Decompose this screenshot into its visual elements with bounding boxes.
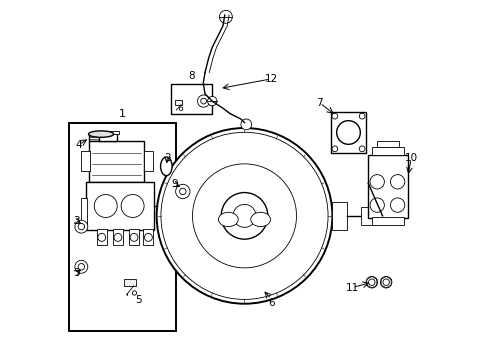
Ellipse shape	[160, 157, 172, 176]
Bar	[371, 217, 403, 225]
Circle shape	[331, 146, 337, 152]
Bar	[113, 229, 122, 244]
Bar	[174, 100, 182, 105]
Text: 8: 8	[188, 71, 195, 81]
Circle shape	[98, 233, 105, 241]
Circle shape	[197, 95, 209, 107]
Circle shape	[368, 279, 374, 285]
Circle shape	[380, 276, 391, 288]
Bar	[171, 84, 212, 114]
Text: 4: 4	[75, 140, 82, 150]
Text: 1: 1	[119, 109, 126, 119]
Circle shape	[382, 279, 388, 285]
Circle shape	[121, 194, 144, 217]
Text: 6: 6	[267, 298, 274, 308]
Circle shape	[78, 264, 84, 270]
Circle shape	[389, 175, 404, 189]
Text: 9: 9	[171, 179, 178, 189]
Circle shape	[219, 10, 232, 23]
Circle shape	[75, 260, 88, 273]
Circle shape	[241, 119, 251, 130]
Circle shape	[201, 98, 206, 104]
Circle shape	[132, 291, 136, 295]
Bar	[88, 134, 113, 141]
Circle shape	[179, 188, 185, 195]
Circle shape	[78, 224, 84, 230]
Circle shape	[161, 132, 327, 300]
Circle shape	[130, 233, 138, 241]
Circle shape	[359, 113, 364, 119]
Ellipse shape	[88, 131, 113, 137]
Bar	[332, 202, 346, 230]
Text: 10: 10	[404, 153, 417, 163]
Circle shape	[207, 96, 217, 106]
Bar	[124, 279, 136, 286]
Bar	[69, 123, 176, 330]
Circle shape	[366, 276, 377, 288]
Circle shape	[114, 233, 122, 241]
Ellipse shape	[218, 212, 238, 226]
Bar	[81, 151, 89, 171]
Circle shape	[156, 128, 332, 304]
Circle shape	[336, 121, 360, 144]
Circle shape	[192, 164, 296, 268]
Circle shape	[359, 146, 364, 152]
Circle shape	[369, 175, 384, 189]
Bar	[144, 151, 153, 171]
Text: 7: 7	[316, 98, 323, 108]
Bar	[371, 147, 403, 155]
Text: 2: 2	[164, 153, 170, 163]
Circle shape	[369, 198, 384, 212]
Text: 3: 3	[73, 216, 80, 226]
Bar	[97, 131, 119, 134]
Text: 5: 5	[135, 295, 142, 305]
Bar	[81, 198, 87, 226]
Circle shape	[75, 220, 88, 233]
Circle shape	[144, 233, 152, 241]
Bar	[99, 133, 117, 140]
Text: 3: 3	[73, 267, 80, 278]
Circle shape	[175, 184, 190, 199]
Circle shape	[94, 194, 117, 217]
Bar	[97, 229, 106, 244]
Bar	[367, 155, 407, 218]
Circle shape	[179, 107, 183, 111]
Circle shape	[331, 113, 337, 119]
Bar	[330, 112, 366, 153]
Bar	[129, 229, 139, 244]
Bar	[86, 182, 154, 230]
Bar	[88, 140, 144, 182]
Circle shape	[389, 198, 404, 212]
Bar	[360, 207, 373, 225]
Bar	[376, 140, 398, 147]
Circle shape	[221, 193, 267, 239]
Text: 12: 12	[264, 74, 278, 84]
Bar	[143, 229, 153, 244]
Circle shape	[233, 204, 255, 227]
Text: 11: 11	[345, 283, 358, 293]
Ellipse shape	[250, 212, 270, 226]
